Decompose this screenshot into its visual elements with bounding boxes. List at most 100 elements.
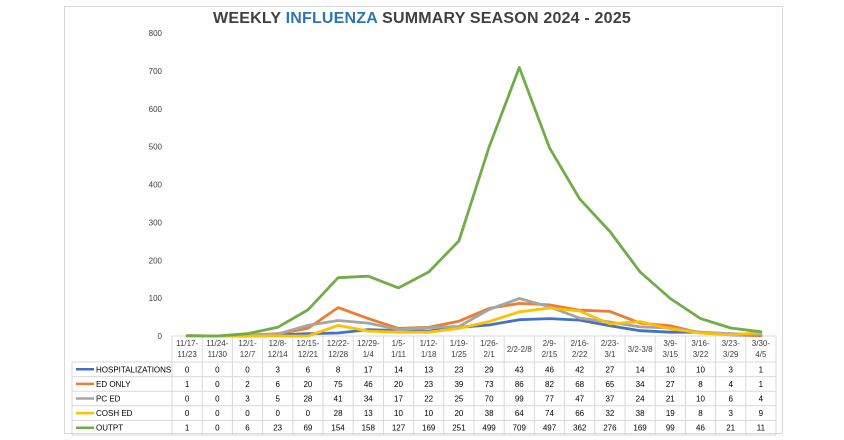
x-tick-label: 12/22- <box>327 339 350 348</box>
x-tick-label: 11/23 <box>177 350 197 359</box>
x-tick-label: 3/29 <box>723 350 739 359</box>
x-tick-label: 2/23- <box>601 339 620 348</box>
title-part-1: WEEKLY <box>213 10 286 27</box>
data-label: 46 <box>545 365 554 374</box>
data-label: 22 <box>424 395 433 404</box>
data-label: 39 <box>454 380 463 389</box>
data-label: 46 <box>696 424 705 433</box>
x-tick-label: 12/28 <box>328 350 349 359</box>
data-label: 3 <box>728 365 733 374</box>
y-tick-label: 400 <box>149 181 163 190</box>
x-tick-label: 12/8- <box>269 339 288 348</box>
legend-label: OUTPT <box>96 424 123 433</box>
data-label: 0 <box>215 424 220 433</box>
data-label: 66 <box>575 409 584 418</box>
data-label: 74 <box>545 409 554 418</box>
data-label: 4 <box>728 380 733 389</box>
data-label: 20 <box>454 409 463 418</box>
data-label: 6 <box>275 380 280 389</box>
title-part-influenza: INFLUENZA <box>285 10 378 27</box>
data-label: 23 <box>454 365 463 374</box>
x-tick-label: 1/25 <box>451 350 467 359</box>
data-label: 23 <box>424 380 433 389</box>
y-tick-label: 0 <box>158 332 163 341</box>
data-label: 3 <box>245 395 250 404</box>
data-label: 86 <box>515 380 524 389</box>
x-tick-label: 11/30 <box>208 350 228 359</box>
data-label: 73 <box>485 380 494 389</box>
y-tick-label: 700 <box>149 67 163 76</box>
data-label: 4 <box>759 395 764 404</box>
data-label: 41 <box>334 395 343 404</box>
data-label: 10 <box>394 409 403 418</box>
x-tick-label: 3/23- <box>722 339 741 348</box>
data-label: 127 <box>392 424 406 433</box>
data-label: 0 <box>185 409 190 418</box>
data-label: 24 <box>636 395 645 404</box>
data-label: 251 <box>452 424 466 433</box>
y-tick-label: 500 <box>149 143 163 152</box>
data-label: 0 <box>245 409 250 418</box>
x-tick-label: 3/9- <box>663 339 677 348</box>
data-label: 10 <box>696 395 705 404</box>
x-tick-label: 1/4 <box>363 350 375 359</box>
data-label: 9 <box>759 409 764 418</box>
data-label: 362 <box>573 424 587 433</box>
data-label: 3 <box>728 409 733 418</box>
x-tick-label: 12/7 <box>240 350 256 359</box>
data-label: 709 <box>513 424 527 433</box>
data-label: 0 <box>215 409 220 418</box>
data-label: 0 <box>215 395 220 404</box>
data-label: 497 <box>543 424 557 433</box>
x-tick-label: 11/24- <box>206 339 228 348</box>
legend-label: PC ED <box>96 395 121 404</box>
data-label: 158 <box>362 424 376 433</box>
data-label: 69 <box>303 424 312 433</box>
data-label: 20 <box>394 380 403 389</box>
data-label: 82 <box>545 380 554 389</box>
data-label: 1 <box>185 380 190 389</box>
data-label: 13 <box>424 365 433 374</box>
data-label: 0 <box>215 380 220 389</box>
legend-label: COSH ED <box>96 409 133 418</box>
data-label: 8 <box>698 380 703 389</box>
x-tick-label: 11/17- <box>176 339 198 348</box>
x-tick-label: 3/2-3/8 <box>628 345 653 354</box>
data-label: 17 <box>394 395 403 404</box>
data-label: 38 <box>485 409 494 418</box>
x-tick-label: 1/18 <box>421 350 437 359</box>
series-line-cosh-ed <box>185 306 763 338</box>
x-tick-label: 12/21 <box>298 350 319 359</box>
data-label: 34 <box>364 395 373 404</box>
data-label: 25 <box>454 395 463 404</box>
data-label: 34 <box>636 380 645 389</box>
data-label: 19 <box>666 409 675 418</box>
data-label: 99 <box>515 395 524 404</box>
legend-label: ED ONLY <box>96 380 131 389</box>
x-tick-label: 12/15- <box>297 339 320 348</box>
x-tick-label: 3/30- <box>752 339 771 348</box>
data-label: 6 <box>306 365 311 374</box>
data-label: 47 <box>575 395 584 404</box>
data-label: 0 <box>215 365 220 374</box>
y-tick-label: 100 <box>149 294 163 303</box>
data-label: 0 <box>306 409 311 418</box>
x-tick-label: 4/5 <box>755 350 767 359</box>
data-label: 32 <box>605 409 614 418</box>
x-tick-label: 2/1 <box>484 350 496 359</box>
x-tick-label: 2/22 <box>572 350 588 359</box>
data-label: 10 <box>666 365 675 374</box>
data-label: 154 <box>331 424 345 433</box>
x-tick-label: 1/11 <box>391 350 407 359</box>
data-label: 46 <box>364 380 373 389</box>
data-label: 10 <box>696 365 705 374</box>
x-tick-label: 2/2-2/8 <box>507 345 532 354</box>
series-line-outpt <box>185 66 763 338</box>
data-label: 14 <box>636 365 645 374</box>
data-label: 29 <box>485 365 494 374</box>
x-tick-label: 3/15 <box>663 350 679 359</box>
data-label: 21 <box>666 395 675 404</box>
data-label: 0 <box>245 365 250 374</box>
y-tick-label: 200 <box>149 256 163 265</box>
